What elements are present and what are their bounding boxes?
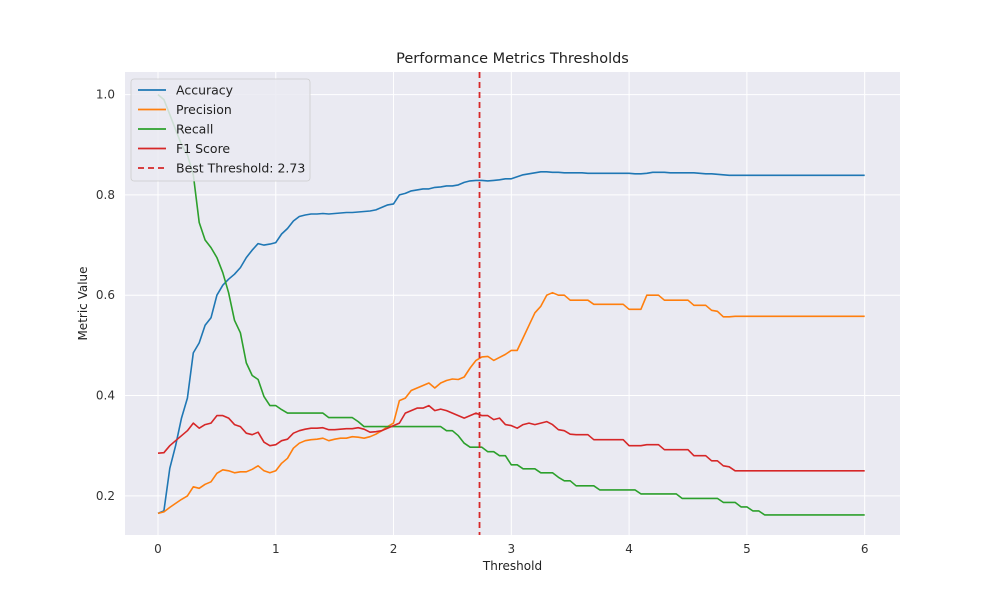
chart-title: Performance Metrics Thresholds [396,51,629,67]
legend-item: Precision [138,102,232,117]
x-tick-label: 3 [508,542,516,556]
legend-label: Recall [176,122,213,137]
y-tick-label: 1.0 [96,88,115,102]
legend-item: Accuracy [138,83,234,98]
y-tick-label: 0.2 [96,489,115,503]
x-tick-label: 4 [625,542,633,556]
x-tick-label: 0 [154,542,162,556]
x-axis-label: Threshold [482,559,542,573]
legend-item: Recall [138,122,213,137]
y-axis-label: Metric Value [76,266,90,340]
x-tick-label: 6 [861,542,869,556]
series-line-f1-score [157,404,865,472]
legend-item: Best Threshold: 2.73 [138,161,305,176]
y-axis-ticks: 0.2 0.4 0.6 0.8 1.0 [96,88,115,503]
legend-label: F1 Score [176,141,230,156]
grid [125,72,900,535]
series-line-recall [157,93,865,516]
legend-items: Accuracy Precision Recall F1 Score Best Thre… [138,83,305,176]
legend-box [130,78,311,182]
x-tick-label: 5 [743,542,751,556]
series-line-precision [157,291,865,515]
y-tick-label: 0.8 [96,188,115,202]
legend-label: Best Threshold: 2.73 [176,161,305,176]
legend-item: F1 Score [138,141,230,156]
x-tick-label: 1 [272,542,280,556]
series-line-accuracy [157,171,865,515]
legend: Accuracy Precision Recall F1 Score Best Thre… [130,78,311,182]
x-tick-label: 2 [390,542,398,556]
y-tick-label: 0.6 [96,288,115,302]
legend-label: Precision [176,102,232,117]
legend-label: Accuracy [176,83,234,98]
y-tick-label: 0.4 [96,389,115,403]
x-axis-ticks: 0 1 2 3 4 5 6 [154,542,868,556]
series-lines [157,93,865,516]
